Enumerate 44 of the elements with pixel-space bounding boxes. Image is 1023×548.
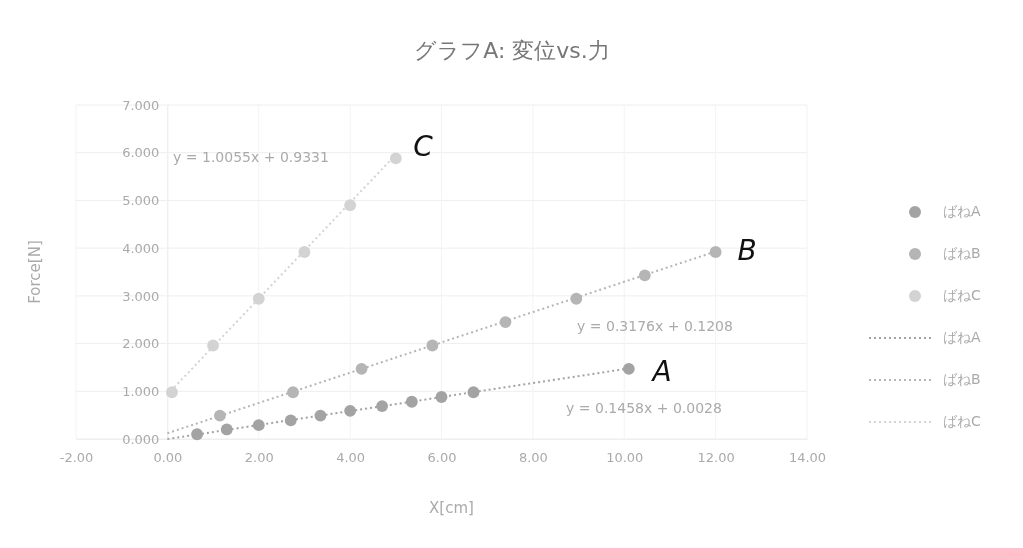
annotation: y = 0.3176x + 0.1208 [577,318,733,334]
annotation: C [413,130,434,163]
legend-label: ばねB [943,371,981,387]
y-tick-label: 7.000 [122,97,160,113]
point [426,339,439,352]
x-tick-label: 8.00 [518,450,548,466]
legend-label: ばねC [943,287,981,303]
x-tick-label: 14.00 [788,450,827,466]
y-tick-label: 6.000 [122,145,160,161]
point [709,246,722,258]
x-tick-label: 10.00 [606,450,644,466]
x-tick-label: -2.00 [59,450,94,466]
y-tick-label: 2.000 [122,336,160,352]
y-tick-label: 1.000 [122,383,160,399]
x-tick-label: 12.00 [697,450,735,466]
x-tick-label: 6.00 [427,450,457,466]
x-axis-title: X[cm] [429,499,474,517]
annotation: y = 1.0055x + 0.9331 [173,149,329,165]
legend-label: ばねA [943,329,981,345]
point [376,400,389,412]
point [344,199,357,212]
legend-label: ばねC [943,413,981,429]
chart-title: グラフA: 変位vs.力 [414,38,610,63]
point [166,386,178,399]
point [467,386,480,399]
point [435,391,448,403]
x-tick-label: 2.00 [244,450,274,466]
annotation: B [737,234,757,267]
point [622,362,635,375]
annotation: A [650,355,672,388]
x-tick-label: 0.00 [153,450,183,466]
y-tick-label: 4.000 [122,240,160,256]
y-axis-title: Force[N] [26,240,44,304]
y-tick-label: 5.000 [122,193,160,209]
y-tick-label: 0.000 [122,431,160,447]
legend-label: ばねA [943,203,981,219]
y-tick-label: 3.000 [122,288,160,304]
point [252,419,265,432]
x-tick-label: 4.00 [336,450,366,466]
legend-label: ばねB [943,245,981,261]
point [191,428,203,441]
point [389,152,402,165]
annotation: y = 0.1458x + 0.0028 [566,400,722,416]
point [344,404,357,417]
